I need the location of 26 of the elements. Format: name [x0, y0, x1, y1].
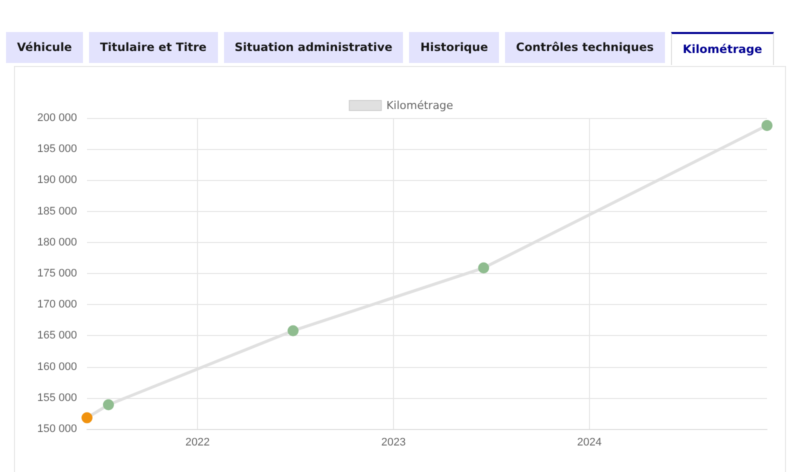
y-tick-label: 180 000	[37, 236, 77, 248]
y-tick-label: 155 000	[37, 392, 77, 404]
y-tick-label: 185 000	[37, 205, 77, 218]
y-tick-label: 165 000	[37, 330, 77, 342]
y-tick-label: 190 000	[37, 174, 77, 186]
y-tick-label: 150 000	[37, 423, 77, 435]
text: Contrôles techniques	[505, 32, 665, 63]
y-tick-label: 195 000	[37, 143, 77, 156]
text: Historique	[409, 32, 500, 63]
legend-label: Kilométrage	[386, 99, 454, 112]
y-tick-label: 170 000	[37, 298, 77, 311]
x-tick-label: 2022	[185, 436, 210, 448]
point	[288, 325, 299, 336]
text: Kilométrage	[670, 32, 774, 65]
x-tick-label: 2023	[381, 436, 406, 448]
x-tick-label: 2024	[577, 436, 602, 448]
point	[82, 412, 92, 424]
y-tick-label: 175 000	[37, 268, 77, 280]
text: Véhicule	[6, 32, 83, 63]
y-tick-label: 200 000	[37, 112, 77, 124]
point	[478, 262, 490, 274]
text: Situation administrative	[224, 32, 404, 63]
y-tick-label: 160 000	[37, 360, 77, 373]
text: Titulaire et Titre	[88, 32, 218, 63]
point	[102, 399, 114, 410]
point	[762, 120, 772, 131]
